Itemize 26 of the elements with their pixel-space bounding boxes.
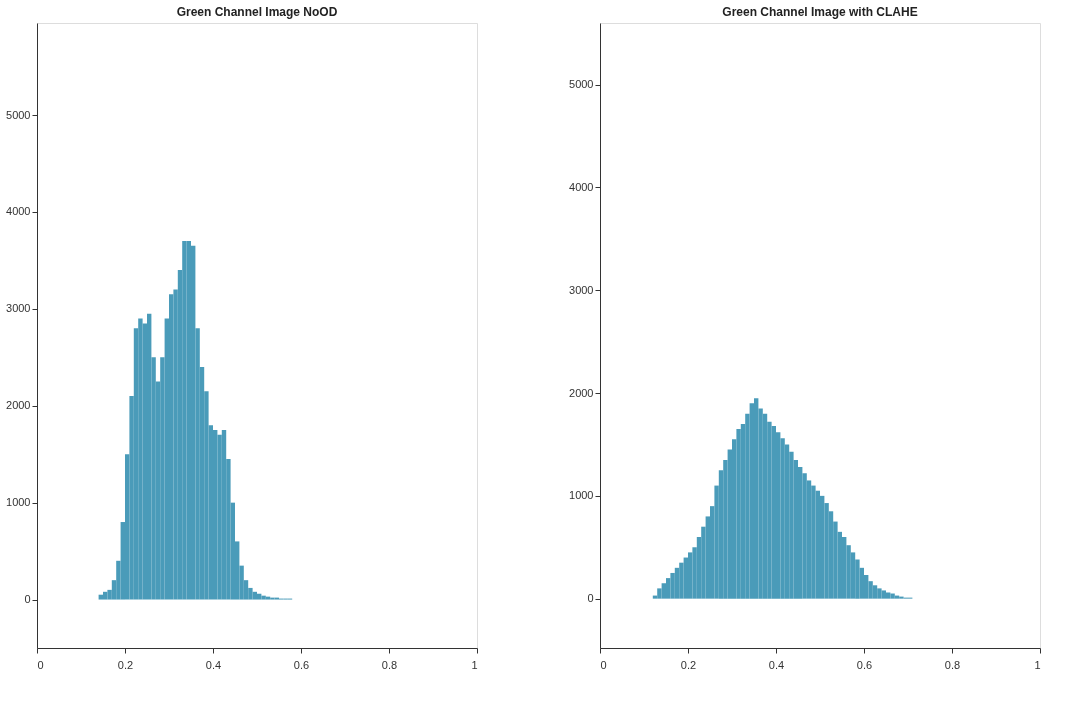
y-tick-label: 3000	[569, 283, 594, 296]
y-tick-label: 0	[587, 592, 594, 605]
y-tick-label: 1000	[569, 489, 594, 502]
y-tick-label: 5000	[569, 78, 594, 91]
x-tick-label: 0.6	[293, 658, 310, 671]
x-tick-label: 0.4	[768, 658, 785, 671]
x-tick-label: 1	[471, 658, 478, 671]
x-tick-label: 0.6	[856, 658, 873, 671]
y-tick-label: 2000	[6, 399, 31, 412]
chart-title: Green Channel Image with CLAHE	[722, 5, 918, 19]
chart-title: Green Channel Image NoOD	[176, 5, 338, 19]
x-tick-label: 0.4	[205, 658, 222, 671]
y-tick-label: 2000	[569, 386, 594, 399]
y-tick-label: 5000	[6, 108, 31, 121]
x-tick-label: 1	[1034, 658, 1041, 671]
x-tick-label: 0	[37, 658, 44, 671]
y-tick-label: 0	[24, 593, 31, 606]
y-tick-label: 4000	[6, 205, 31, 218]
y-tick-label: 3000	[6, 302, 31, 315]
x-tick-label: 0.8	[944, 658, 961, 671]
y-tick-label: 1000	[6, 496, 31, 509]
x-tick-label: 0	[600, 658, 607, 671]
x-tick-label: 0.2	[117, 658, 134, 671]
x-tick-label: 0.2	[680, 658, 697, 671]
x-tick-label: 0.8	[381, 658, 398, 671]
y-tick-label: 4000	[569, 180, 594, 193]
